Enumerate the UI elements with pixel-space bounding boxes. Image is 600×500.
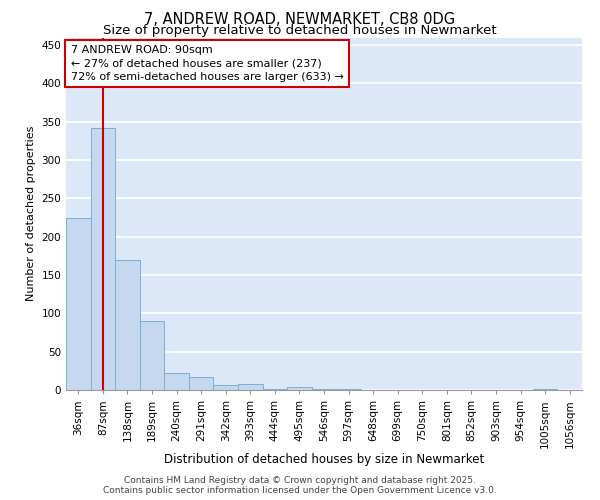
Bar [312, 389, 336, 390]
Text: 7 ANDREW ROAD: 90sqm
← 27% of detached houses are smaller (237)
72% of semi-deta: 7 ANDREW ROAD: 90sqm ← 27% of detached h… [71, 45, 344, 82]
Bar [140, 321, 164, 390]
X-axis label: Distribution of detached houses by size in Newmarket: Distribution of detached houses by size … [164, 453, 484, 466]
Bar [91, 128, 115, 390]
Text: Size of property relative to detached houses in Newmarket: Size of property relative to detached ho… [103, 24, 497, 37]
Bar [164, 373, 189, 390]
Y-axis label: Number of detached properties: Number of detached properties [26, 126, 36, 302]
Text: Contains HM Land Registry data © Crown copyright and database right 2025.
Contai: Contains HM Land Registry data © Crown c… [103, 476, 497, 495]
Bar [336, 389, 361, 390]
Bar [263, 389, 287, 390]
Bar [533, 389, 557, 390]
Bar [214, 384, 238, 390]
Bar [238, 384, 263, 390]
Text: 7, ANDREW ROAD, NEWMARKET, CB8 0DG: 7, ANDREW ROAD, NEWMARKET, CB8 0DG [145, 12, 455, 28]
Bar [66, 218, 91, 390]
Bar [287, 387, 312, 390]
Bar [115, 260, 140, 390]
Bar [189, 377, 214, 390]
